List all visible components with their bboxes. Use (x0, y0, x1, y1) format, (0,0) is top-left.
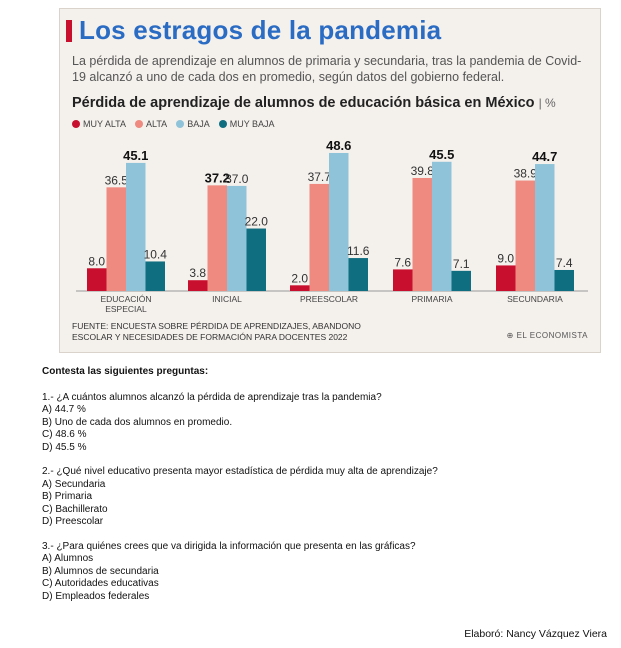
author-credit: Elaboró: Nancy Vázquez Viera (464, 628, 607, 640)
bar (309, 183, 329, 291)
legend-label: ALTA (146, 119, 168, 129)
answer-option: C) 48.6 % (42, 429, 87, 440)
data-label: 11.6 (347, 244, 370, 258)
legend-swatch (135, 120, 144, 128)
infographic-card: Los estragos de la pandemia La pérdida d… (59, 8, 601, 353)
data-label: 37.0 (225, 172, 249, 186)
category-label: INICIAL (212, 294, 242, 304)
category-label-line: INICIAL (212, 294, 242, 304)
question-list: 1.- ¿A cuántos alumnos alcanzó la pérdid… (42, 392, 612, 604)
question-text: 2.- ¿Qué nivel educativo presenta mayor … (42, 466, 438, 477)
legend-item: MUY ALTA (72, 119, 126, 129)
bar (290, 285, 310, 291)
legend-swatch (218, 120, 227, 128)
bar (145, 261, 165, 291)
category-label-line: PREESCOLAR (300, 294, 358, 304)
legend-item: BAJA (176, 119, 210, 129)
bar (126, 162, 146, 291)
bar (412, 177, 432, 291)
answer-option: B) Alumnos de secundaria (42, 565, 159, 577)
data-label: 2.0 (291, 271, 308, 285)
legend-swatch (176, 120, 185, 128)
answer-option: C) Autoridades educativas (42, 578, 159, 589)
data-label: 10.4 (144, 247, 168, 261)
data-label: 39.8 (411, 164, 435, 178)
category-label-line: EDUCACIÓN (100, 294, 151, 304)
answer-option: D) 45.5 % (42, 441, 87, 453)
answer-option: B) Uno de cada dos alumnos en promedio. (42, 416, 233, 428)
infographic-title: Los estragos de la pandemia (79, 15, 442, 45)
answer-option: A) Secundaria (42, 478, 106, 490)
questions-heading: Contesta las siguientes preguntas: (42, 366, 209, 377)
data-label: 37.2 (205, 170, 230, 185)
answer-option: A) 44.7 % (42, 404, 86, 415)
answer-option: B) Primaria (42, 491, 93, 502)
category-label-line: ESPECIAL (105, 304, 147, 314)
bar (451, 270, 471, 291)
legend-label: MUY BAJA (229, 119, 275, 129)
brand-logo: ⊕ EL ECONOMISTA (506, 331, 588, 340)
bar (554, 269, 574, 291)
legend-item: MUY BAJA (218, 119, 275, 129)
answer-option: A) Alumnos (42, 553, 94, 564)
bar (393, 269, 413, 291)
bar (432, 161, 452, 291)
bar (515, 180, 535, 291)
category-label: PREESCOLAR (300, 294, 358, 304)
legend-swatch (72, 120, 80, 128)
category-label: EDUCACIÓN ESPECIAL (100, 294, 151, 314)
question-text: 3.- ¿Para quiénes crees que va dirigida … (42, 540, 416, 552)
data-label: 9.0 (497, 251, 514, 265)
question-2: 2.- ¿Qué nivel educativo presenta mayor … (42, 466, 612, 529)
legend-label: MUY ALTA (83, 119, 127, 129)
chart-unit-value: % (545, 96, 556, 110)
data-label: 48.6 (326, 138, 351, 153)
chart-title: Pérdida de aprendizaje de alumnos de edu… (72, 95, 556, 111)
bar (348, 258, 368, 291)
bar (227, 185, 247, 291)
data-label: 7.6 (394, 255, 411, 269)
data-label: 7.1 (453, 257, 470, 271)
legend-label: BAJA (187, 119, 210, 129)
chart-legend: MUY ALTA ALTA BAJA MUY BAJA (72, 119, 275, 129)
title-accent-bar (66, 19, 72, 42)
bar (496, 265, 516, 291)
bar (246, 228, 266, 291)
question-text: 1.- ¿A cuántos alumnos alcanzó la pérdid… (42, 391, 382, 403)
infographic-subtitle: La pérdida de aprendizaje en alumnos de … (72, 54, 582, 84)
answer-option: C) Bachillerato (42, 503, 108, 515)
bar (329, 152, 349, 291)
data-label: 45.1 (123, 148, 148, 163)
category-label: SECUNDARIA (507, 294, 563, 304)
data-label: 3.8 (189, 266, 206, 280)
bar (188, 280, 208, 291)
data-label: 8.0 (88, 254, 105, 268)
question-1: 1.- ¿A cuántos alumnos alcanzó la pérdid… (42, 392, 612, 455)
legend-item: ALTA (135, 119, 167, 129)
bar (207, 185, 227, 291)
source-note: FUENTE: ENCUESTA SOBRE PÉRDIDA DE APREND… (72, 321, 361, 342)
data-label: 44.7 (532, 149, 557, 164)
brand-name: EL ECONOMISTA (516, 331, 588, 340)
question-3: 3.- ¿Para quiénes crees que va dirigida … (42, 541, 612, 604)
bar (106, 187, 126, 291)
data-label: 22.0 (245, 215, 269, 229)
chart-title-text: Pérdida de aprendizaje de alumnos de edu… (72, 95, 535, 111)
data-label: 36.5 (105, 173, 129, 187)
chart-unit: | % (538, 96, 556, 110)
category-label: PRIMARIA (411, 294, 452, 304)
data-label: 38.9 (514, 167, 538, 181)
category-label-line: PRIMARIA (411, 294, 452, 304)
questions-section: Contesta las siguientes preguntas: 1.- ¿… (42, 366, 612, 615)
title-row: Los estragos de la pandemia (66, 15, 441, 46)
data-label: 37.7 (308, 170, 332, 184)
category-label-line: SECUNDARIA (507, 294, 563, 304)
data-label: 7.4 (556, 256, 573, 270)
data-label: 45.5 (429, 147, 454, 162)
bar (87, 268, 107, 291)
answer-option: D) Preescolar (42, 516, 104, 527)
bar (535, 164, 555, 291)
answer-option: D) Empleados federales (42, 590, 150, 602)
